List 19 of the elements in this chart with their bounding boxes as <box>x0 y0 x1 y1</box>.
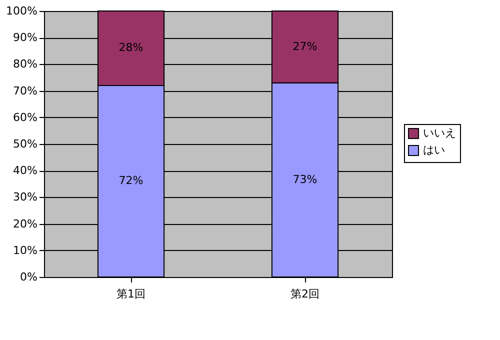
y-tick-label: 10% <box>13 244 38 257</box>
y-tick-label: 80% <box>13 58 38 71</box>
y-tick-label: 60% <box>13 110 38 124</box>
y-tick-label: 40% <box>13 164 38 178</box>
y-tick-label: 30% <box>13 190 38 204</box>
legend-label: はい <box>423 144 445 156</box>
x-tick-label: 第1回 <box>116 288 146 300</box>
y-tick-label: 90% <box>13 31 38 44</box>
data-label: 27% <box>292 40 318 53</box>
y-tick-label: 50% <box>13 138 38 150</box>
y-tick-label: 100% <box>6 4 38 18</box>
y-tick-label: 20% <box>13 217 38 230</box>
data-label: 72% <box>118 174 144 188</box>
y-tick-label: 0% <box>20 270 38 284</box>
y-tick-label: 70% <box>13 84 38 98</box>
x-tick-label: 第2回 <box>290 288 320 300</box>
data-label: 73% <box>292 172 318 186</box>
legend-label: いいえ <box>423 126 456 140</box>
data-label: 28% <box>118 41 144 54</box>
